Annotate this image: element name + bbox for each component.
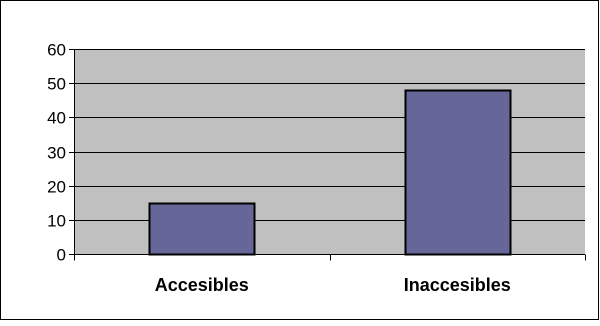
y-tick-labels: 0 10 20 30 40 50 60: [47, 41, 66, 265]
y-tick-label-60: 60: [47, 41, 66, 60]
axes: [69, 49, 586, 261]
bar-inaccesibles: [404, 89, 512, 256]
y-tick-label-50: 50: [47, 75, 66, 94]
x-tick-label-accesibles: Accesibles: [155, 275, 249, 295]
y-tick-label-0: 0: [57, 246, 66, 265]
bar-accesibles: [148, 202, 256, 256]
x-tick-label-inaccesibles: Inaccesibles: [404, 275, 511, 295]
y-tick-label-30: 30: [47, 144, 66, 163]
y-tick-label-20: 20: [47, 178, 66, 197]
x-tick-labels: Accesibles Inaccesibles: [155, 275, 511, 295]
y-tick-label-10: 10: [47, 212, 66, 231]
y-tick-label-40: 40: [47, 109, 66, 128]
